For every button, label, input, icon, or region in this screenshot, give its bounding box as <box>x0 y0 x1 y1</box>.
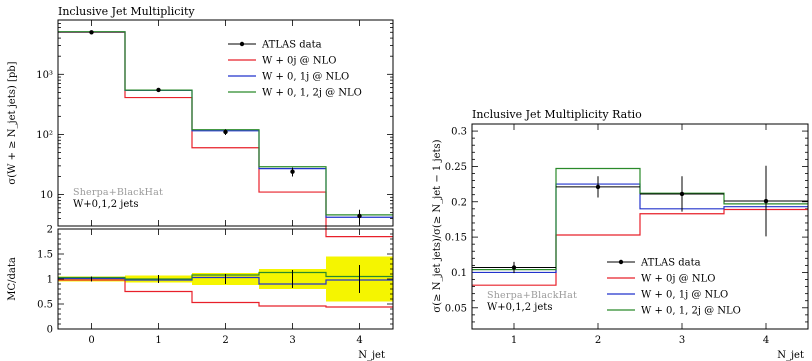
series-line <box>472 167 808 271</box>
y-tick-label: 0.05 <box>445 303 467 314</box>
data-point <box>595 184 601 190</box>
x-tick-label: 4 <box>763 335 769 346</box>
x-tick-label: 1 <box>511 335 517 346</box>
y-tick-label: 0.1 <box>451 268 467 279</box>
data-point <box>679 191 685 197</box>
data-point <box>357 213 362 219</box>
x-tick-label: 3 <box>289 335 295 346</box>
x-tick-label: 1 <box>155 335 161 346</box>
legend-label: W + 0j @ NLO <box>641 274 715 285</box>
ratio-tick-label: 0 <box>47 325 53 336</box>
y-tick-label: 0.15 <box>445 233 467 244</box>
left-y-label: σ(W + ≥ N_jet jets) [pb] <box>7 61 18 184</box>
y-tick-label: 0.2 <box>451 197 467 208</box>
left-x-label: N_jet <box>358 350 385 361</box>
ratio-tick-label: 0.5 <box>37 300 53 311</box>
data-point <box>290 169 295 174</box>
generator-label: Sherpa+BlackHat <box>73 187 163 198</box>
x-tick-label: 2 <box>595 335 601 346</box>
y-tick-label: 0.3 <box>451 127 467 138</box>
right-frame <box>471 123 809 330</box>
right-legend: ATLAS data W + 0j @ NLO W + 0, 1j @ NLO W +… <box>607 258 741 317</box>
data-point <box>763 198 769 204</box>
x-tick-label: 4 <box>356 335 362 346</box>
legend-data-marker <box>618 259 624 265</box>
y-tick-label: 10³ <box>36 70 53 81</box>
legend-label: ATLAS data <box>640 258 701 269</box>
ratio-tick-label: 2 <box>47 225 53 236</box>
y-tick-label: 10² <box>36 130 53 141</box>
legend-label: W + 0, 1j @ NLO <box>641 290 728 301</box>
legend-label: W + 0, 1j @ NLO <box>262 72 349 83</box>
data-point <box>89 30 94 35</box>
right-x-label: N_jet <box>777 350 804 361</box>
y-tick-label: 0.25 <box>445 162 467 173</box>
legend-label: W + 0j @ NLO <box>262 56 336 67</box>
legend-label: W + 0, 1, 2j @ NLO <box>262 88 362 99</box>
x-tick-label: 0 <box>88 335 94 346</box>
legend-label: ATLAS data <box>261 40 322 51</box>
process-label: W+0,1,2 jets <box>487 302 552 313</box>
data-point <box>223 129 228 135</box>
x-tick-label: 2 <box>222 335 228 346</box>
y-tick-label: 10 <box>40 190 53 201</box>
process-label: W+0,1,2 jets <box>73 199 138 210</box>
right-title: Inclusive Jet Multiplicity Ratio <box>472 108 642 121</box>
ratio-tick-label: 1 <box>47 275 53 286</box>
x-tick-label: 3 <box>679 335 685 346</box>
data-point <box>156 87 161 93</box>
left-title: Inclusive Jet Multiplicity <box>58 5 195 18</box>
ratio-tick-label: 1.5 <box>37 250 53 261</box>
legend-label: W + 0, 1, 2j @ NLO <box>641 306 741 317</box>
left-legend: ATLAS data W + 0j @ NLO W + 0, 1j @ NLO W +… <box>228 40 362 99</box>
legend-data-marker <box>239 41 245 47</box>
series-line <box>472 208 808 286</box>
ratio-line <box>58 279 393 308</box>
ratio-y-label: MC/data <box>7 257 18 301</box>
right-y-label: σ(≥ N_jet jets)/σ(≥ N_jet − 1 jets) <box>432 139 443 312</box>
generator-label: Sherpa+BlackHat <box>487 290 577 301</box>
data-point <box>511 265 517 270</box>
